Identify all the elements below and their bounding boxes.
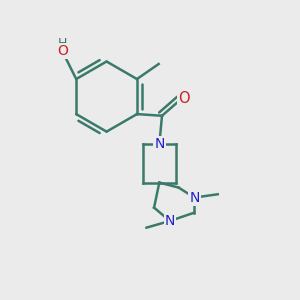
Text: H: H bbox=[58, 38, 68, 50]
Text: N: N bbox=[165, 214, 175, 228]
Text: O: O bbox=[178, 91, 190, 106]
Text: N: N bbox=[154, 137, 164, 151]
Text: N: N bbox=[189, 190, 200, 205]
Text: O: O bbox=[57, 44, 68, 58]
